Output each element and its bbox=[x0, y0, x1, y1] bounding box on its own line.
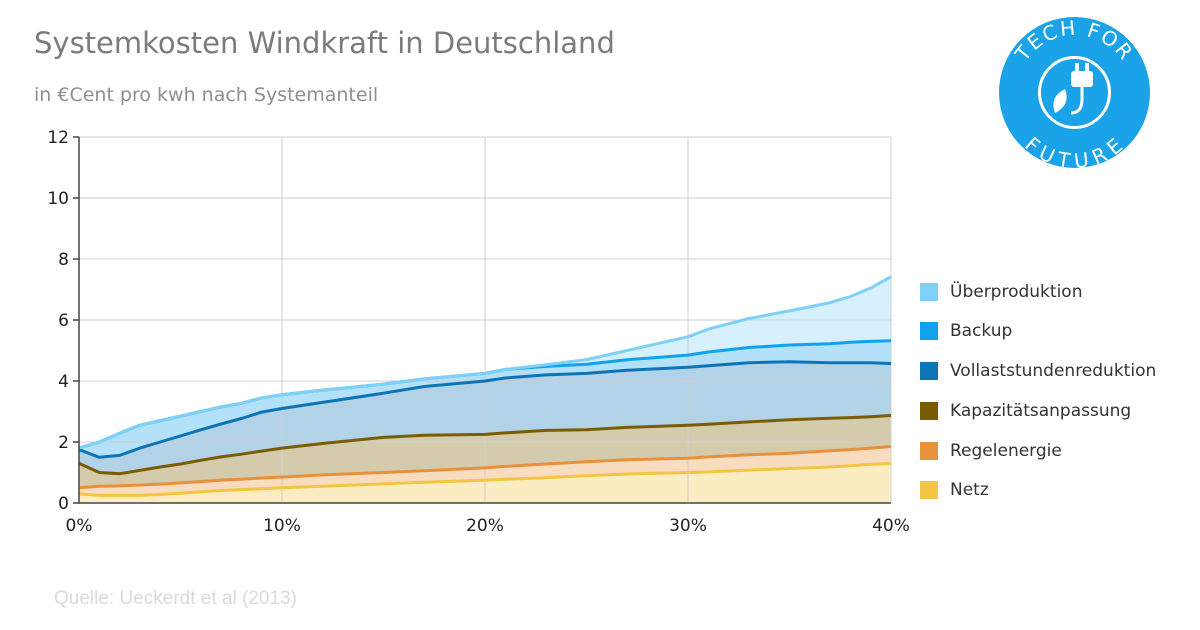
x-tick-label: 0% bbox=[66, 516, 93, 536]
legend-item: Überproduktion bbox=[920, 281, 1156, 302]
legend-item: Vollaststundenreduktion bbox=[920, 361, 1157, 382]
x-tick-label: 30% bbox=[669, 516, 707, 536]
chart-title: Systemkosten Windkraft in Deutschland bbox=[34, 26, 615, 60]
tech-for-future-logo: TECH FOR FUTURE bbox=[999, 17, 1150, 168]
legend-swatch bbox=[920, 441, 938, 460]
series-line-0 bbox=[78, 461, 892, 497]
legend-label: Vollaststundenreduktion bbox=[950, 361, 1157, 382]
area-4 bbox=[79, 340, 891, 458]
series-line-1 bbox=[78, 445, 892, 490]
chart-legend: Überproduktion Backup Vollaststundenredukt… bbox=[920, 282, 1156, 521]
x-tick-label: 20% bbox=[466, 516, 504, 536]
legend-item: Regelenergie bbox=[920, 440, 1156, 461]
y-tick-label: 6 bbox=[58, 311, 69, 331]
chart-axes bbox=[73, 136, 891, 504]
series-lines bbox=[78, 275, 892, 497]
series-line-3 bbox=[78, 360, 892, 459]
legend-label: Kapazitätsanpassung bbox=[950, 400, 1132, 421]
source-note: Quelle: Ueckerdt et al (2013) bbox=[54, 588, 297, 609]
legend-item: Kapazitätsanpassung bbox=[920, 400, 1156, 421]
legend-item: Backup bbox=[920, 321, 1156, 342]
y-tick-label: 2 bbox=[58, 433, 69, 453]
legend-label: Netz bbox=[950, 480, 989, 501]
series-line-5 bbox=[78, 275, 892, 450]
legend-label: Regelenergie bbox=[950, 440, 1062, 461]
y-tick-label: 10 bbox=[47, 189, 69, 209]
legend-label: Backup bbox=[950, 321, 1013, 342]
chart-subtitle: in €Cent pro kwh nach Systemanteil bbox=[34, 84, 379, 106]
y-tick-label: 12 bbox=[47, 128, 69, 148]
plug-leaf-icon bbox=[1053, 63, 1093, 115]
chart-grid bbox=[79, 136, 892, 503]
logo-circle bbox=[999, 17, 1150, 168]
legend-swatch bbox=[920, 362, 938, 381]
legend-swatch bbox=[920, 481, 938, 500]
legend-swatch bbox=[920, 401, 938, 420]
x-tick-label: 10% bbox=[263, 516, 301, 536]
x-tick-label: 40% bbox=[872, 516, 910, 536]
legend-swatch bbox=[920, 282, 938, 301]
legend-item: Netz bbox=[920, 480, 1156, 501]
y-tick-label: 4 bbox=[58, 372, 69, 392]
y-tick-label: 8 bbox=[58, 250, 69, 270]
y-tick-label: 0 bbox=[58, 494, 69, 514]
legend-label: Überproduktion bbox=[950, 281, 1083, 302]
tick-labels: 0 2 4 6 8 10 12 0% 10% 20% 30% 40% bbox=[47, 128, 910, 536]
legend-swatch bbox=[920, 322, 938, 341]
series-line-2 bbox=[78, 414, 892, 476]
